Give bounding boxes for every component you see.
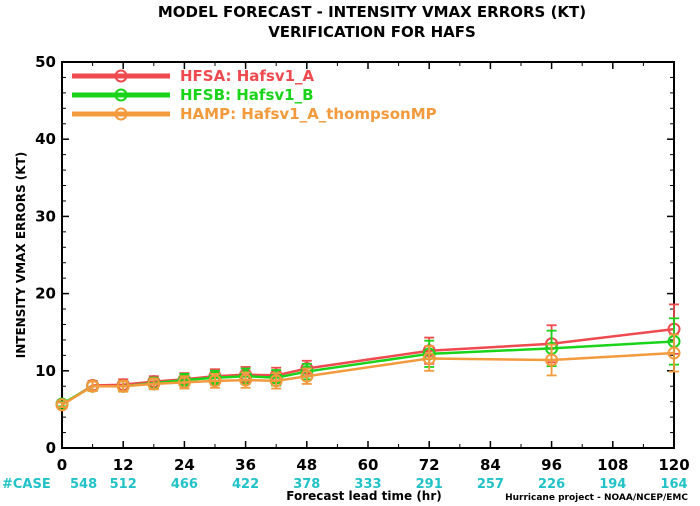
legend-entry: HFSA: Hafsv1_A: [180, 67, 315, 85]
data-point: [55, 398, 69, 412]
series-line: [61, 340, 675, 406]
x-tick-label: 24: [174, 456, 195, 474]
series-layer: [55, 303, 681, 412]
case-count: 257: [477, 477, 504, 492]
chart-subtitle: VERIFICATION FOR HAFS: [268, 23, 476, 41]
x-tick-label: 96: [541, 456, 562, 474]
case-count: 333: [354, 477, 381, 492]
chart-title: MODEL FORECAST - INTENSITY VMAX ERRORS (…: [158, 3, 586, 21]
x-tick-label: 36: [235, 456, 256, 474]
legend-marker: [114, 107, 128, 121]
legend-marker: [114, 69, 128, 83]
x-tick-label: 120: [658, 456, 689, 474]
data-point: [86, 379, 100, 393]
x-tick-label: 12: [113, 456, 134, 474]
data-point: [300, 369, 314, 383]
case-count-label: #CASE: [2, 477, 51, 492]
case-count: 291: [416, 477, 443, 492]
credit-text: Hurricane project - NOAA/NCEP/EMC: [505, 493, 688, 503]
case-count: 378: [293, 477, 320, 492]
case-count: 512: [110, 477, 137, 492]
y-axis-title: INTENSITY VMAX ERRORS (KT): [14, 152, 28, 358]
y-tick-label: 0: [46, 439, 56, 457]
data-point: [208, 374, 222, 388]
y-tick-label: 10: [35, 362, 56, 380]
data-point: [545, 353, 559, 367]
data-point: [269, 374, 283, 388]
legend-entry: HAMP: Hafsv1_A_thompsonMP: [180, 105, 437, 123]
x-tick-label: 60: [358, 456, 379, 474]
case-count: 548: [70, 477, 97, 492]
case-count: 226: [538, 477, 565, 492]
x-tick-label: 0: [57, 456, 67, 474]
y-tick-label: 50: [35, 53, 56, 71]
axis-ticks: 0 12 24 36 48 60 72 84 96 108 120 0 10 20 30 40 50 #CASE 5…: [2, 53, 690, 492]
case-count: 466: [171, 477, 198, 492]
x-tick-label: 108: [597, 456, 628, 474]
x-axis-title: Forecast lead time (hr): [286, 489, 442, 503]
y-tick-label: 30: [35, 207, 56, 225]
legend-marker: [114, 88, 128, 102]
data-point: [147, 377, 161, 391]
x-tick-label: 84: [480, 456, 501, 474]
series-2: [55, 333, 681, 412]
data-point: [239, 373, 253, 387]
y-tick-label: 40: [35, 130, 56, 148]
x-tick-label: 72: [419, 456, 440, 474]
x-tick-label: 48: [296, 456, 317, 474]
legend-entry: HFSB: Hafsv1_B: [180, 86, 314, 104]
y-tick-label: 20: [35, 285, 56, 303]
case-count: 164: [660, 477, 687, 492]
data-point: [177, 375, 191, 389]
case-count: 422: [232, 477, 259, 492]
data-point: [116, 379, 130, 393]
data-point: [422, 351, 436, 365]
data-point: [667, 346, 681, 360]
case-count: 194: [599, 477, 626, 492]
series-1: [55, 317, 681, 411]
